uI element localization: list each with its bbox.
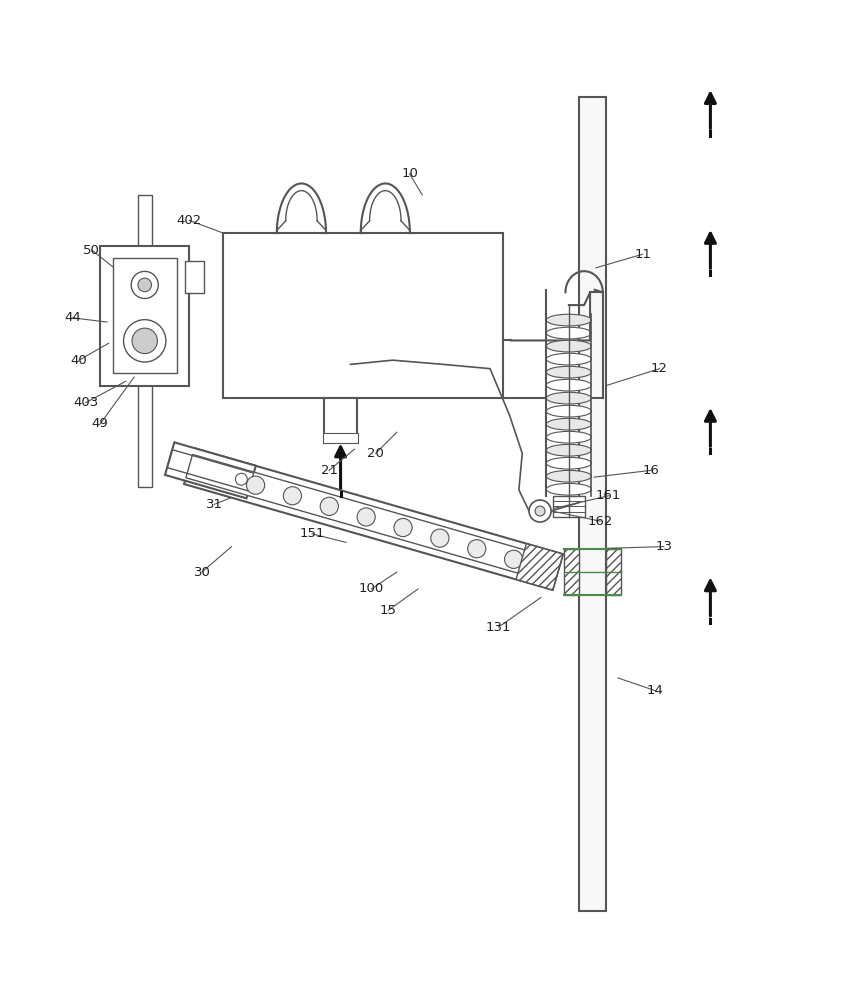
Bar	[552, 496, 584, 517]
Ellipse shape	[545, 418, 590, 430]
Circle shape	[430, 529, 448, 547]
Circle shape	[528, 500, 550, 522]
Circle shape	[235, 473, 247, 485]
Text: 20: 20	[366, 447, 383, 460]
Text: 402: 402	[176, 214, 202, 227]
Ellipse shape	[545, 405, 590, 417]
Text: 161: 161	[596, 489, 620, 502]
Text: 50: 50	[83, 244, 100, 257]
Circle shape	[504, 550, 522, 568]
Text: 10: 10	[400, 167, 417, 180]
Polygon shape	[184, 448, 562, 590]
Polygon shape	[186, 454, 561, 584]
Ellipse shape	[545, 314, 590, 326]
Circle shape	[131, 271, 158, 298]
Text: 31: 31	[206, 498, 223, 511]
Text: 131: 131	[485, 621, 510, 634]
Bar	[112, 258, 176, 373]
Text: 151: 151	[299, 527, 325, 540]
Circle shape	[132, 328, 158, 354]
Circle shape	[320, 497, 338, 515]
Ellipse shape	[545, 379, 590, 391]
Text: 15: 15	[379, 604, 396, 617]
Ellipse shape	[545, 366, 590, 378]
Text: 12: 12	[650, 362, 667, 375]
Text: 40: 40	[71, 354, 87, 367]
Circle shape	[138, 278, 152, 292]
Text: 44: 44	[64, 311, 81, 324]
Bar	[324, 398, 356, 436]
Circle shape	[394, 518, 412, 537]
Text: 162: 162	[587, 515, 613, 528]
Ellipse shape	[545, 431, 590, 443]
Bar	[606, 549, 621, 595]
Text: 403: 403	[73, 396, 98, 409]
Ellipse shape	[545, 470, 590, 482]
Text: 30: 30	[193, 566, 210, 579]
Text: 100: 100	[359, 582, 383, 595]
Ellipse shape	[545, 483, 590, 495]
Text: 11: 11	[633, 248, 650, 261]
Bar	[322, 433, 358, 443]
Text: 16: 16	[642, 464, 659, 477]
Text: 13: 13	[654, 540, 671, 553]
Bar	[563, 549, 579, 595]
Bar	[138, 195, 152, 487]
Text: 49: 49	[92, 417, 108, 430]
Circle shape	[246, 476, 264, 494]
Bar	[579, 97, 606, 911]
Circle shape	[534, 506, 544, 516]
Bar	[223, 233, 502, 398]
Ellipse shape	[545, 340, 590, 352]
Ellipse shape	[545, 327, 590, 339]
Ellipse shape	[545, 457, 590, 469]
Text: 14: 14	[646, 684, 663, 697]
Ellipse shape	[545, 353, 590, 365]
Bar	[185, 261, 204, 293]
Text: 21: 21	[320, 464, 337, 477]
Polygon shape	[164, 442, 256, 498]
Ellipse shape	[545, 392, 590, 404]
Circle shape	[124, 320, 166, 362]
Circle shape	[467, 540, 486, 558]
Ellipse shape	[545, 444, 590, 456]
Bar	[101, 246, 189, 386]
Circle shape	[357, 508, 375, 526]
Circle shape	[283, 487, 301, 505]
Polygon shape	[515, 544, 562, 590]
